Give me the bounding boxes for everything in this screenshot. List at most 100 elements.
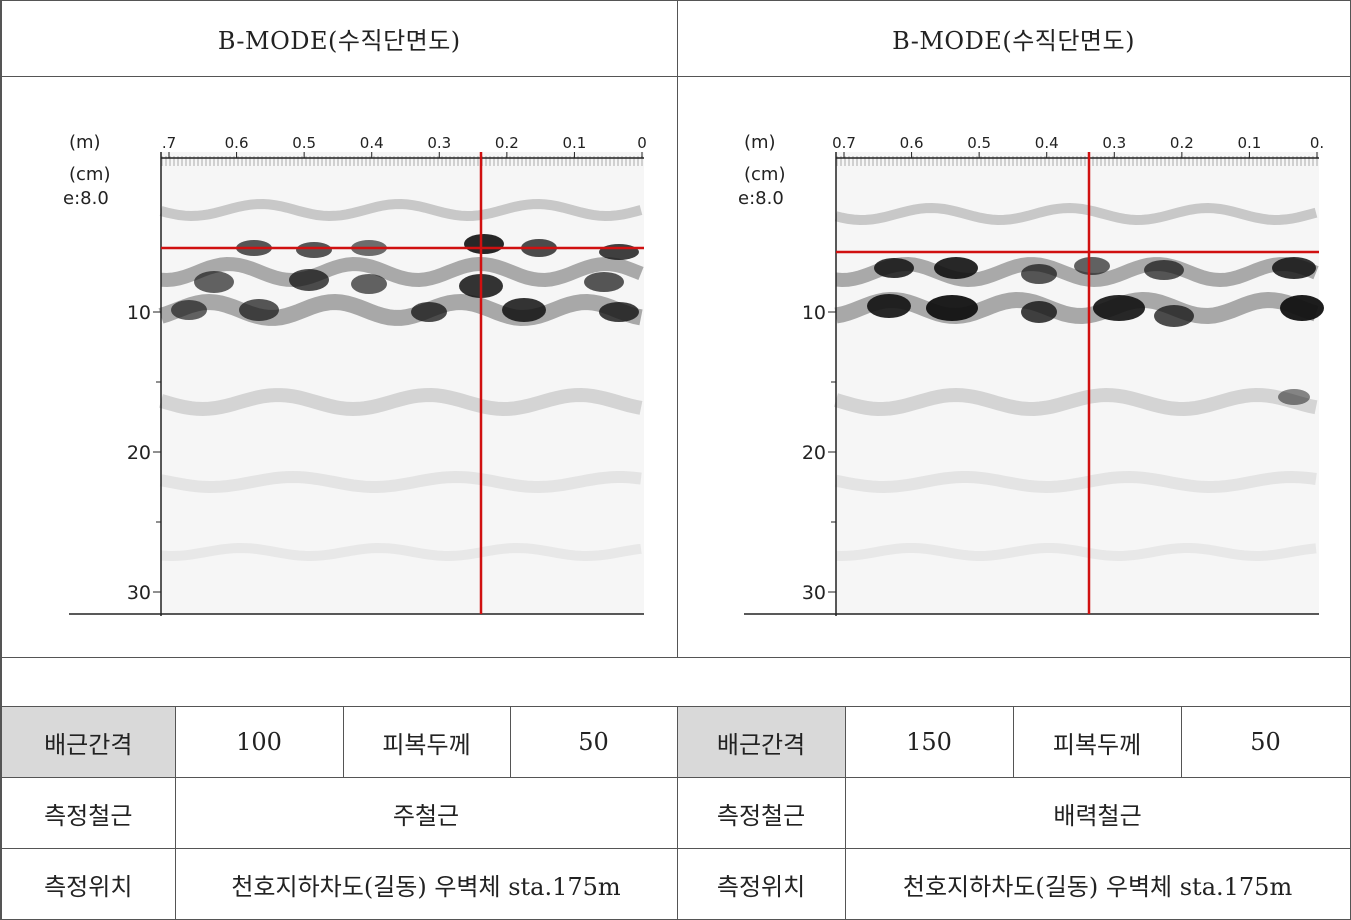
scan-background — [161, 152, 645, 614]
surface-noise — [501, 156, 504, 166]
spacing-label-right: 배근간격 — [676, 706, 846, 778]
surface-noise — [1311, 156, 1314, 166]
surface-noise — [557, 156, 560, 166]
surface-noise — [365, 156, 368, 166]
surface-noise — [1271, 156, 1274, 166]
surface-noise — [1055, 156, 1058, 166]
surface-noise — [1099, 156, 1102, 166]
rebar-reflection — [296, 242, 333, 258]
surface-noise — [405, 156, 408, 166]
surface-noise — [1107, 156, 1110, 166]
surface-noise — [545, 156, 548, 166]
surface-noise — [1255, 156, 1258, 166]
surface-noise — [1195, 156, 1198, 166]
surface-noise — [923, 156, 926, 166]
surface-noise — [1039, 156, 1042, 166]
surface-noise — [285, 156, 288, 166]
x-tick-label: 0.6 — [225, 134, 249, 152]
surface-noise — [185, 156, 188, 166]
surface-noise — [621, 156, 624, 166]
surface-noise — [1259, 156, 1262, 166]
surface-noise — [1231, 156, 1234, 166]
x-tick-label: 0 — [637, 134, 647, 152]
spacing-label-left: 배근간격 — [0, 706, 176, 778]
surface-noise — [329, 156, 332, 166]
surface-noise — [229, 156, 232, 166]
surface-noise — [613, 156, 616, 166]
surface-noise — [205, 156, 208, 166]
surface-noise — [1067, 156, 1070, 166]
y-unit-label: (cm) — [69, 164, 110, 185]
rebar-reflection — [502, 298, 547, 322]
surface-noise — [317, 156, 320, 166]
surface-noise — [967, 156, 970, 166]
surface-noise — [1023, 156, 1026, 166]
surface-noise — [189, 156, 192, 166]
surface-noise — [497, 156, 500, 166]
surface-noise — [1147, 156, 1150, 166]
scan-background — [835, 152, 1319, 614]
scan-cell-right: (m) (cm) e:8.0 0.7 0.6 0.5 0.4 0.3 0.2 0.1 0. 10 20 3… — [676, 76, 1351, 658]
surface-noise — [1051, 156, 1054, 166]
surface-noise — [409, 156, 412, 166]
surface-noise — [485, 156, 488, 166]
surface-noise — [337, 156, 340, 166]
surface-noise — [983, 156, 986, 166]
rebar-reflection — [599, 244, 640, 260]
surface-noise — [1139, 156, 1142, 166]
surface-noise — [257, 156, 260, 166]
x-tick-label: 0.3 — [428, 134, 452, 152]
surface-noise — [899, 156, 902, 166]
surface-noise — [381, 156, 384, 166]
bmode-scan-right: (m) (cm) e:8.0 0.7 0.6 0.5 0.4 0.3 0.2 0.1 0. 10 20 3… — [738, 132, 1324, 616]
y-tick-label: 30 — [801, 582, 825, 604]
surface-noise — [839, 156, 842, 166]
x-unit-label: (m) — [744, 132, 776, 153]
surface-noise — [1095, 156, 1098, 166]
surface-noise — [1071, 156, 1074, 166]
reflection-band — [833, 387, 1317, 417]
location-value-left: 천호지하차도(길동) 우벽체 sta.175m — [174, 848, 678, 920]
rebar-reflection — [1271, 257, 1316, 279]
rebar-reflection — [873, 258, 914, 278]
surface-noise — [589, 156, 592, 166]
surface-noise — [955, 156, 958, 166]
bmode-scan-left: (m) (cm) e:8.0 .7 0.6 0.5 0.4 0.3 0.2 0.1 0 10 20 30 — [63, 132, 647, 616]
surface-noise — [345, 156, 348, 166]
surface-noise — [341, 156, 344, 166]
surface-noise — [349, 156, 352, 166]
location-label-right: 측정위치 — [676, 848, 846, 920]
surface-noise — [321, 156, 324, 166]
surface-noise — [1131, 156, 1134, 166]
x-tick-label: 0.1 — [563, 134, 587, 152]
surface-noise — [397, 156, 400, 166]
surface-noise — [269, 156, 272, 166]
surface-noise — [943, 156, 946, 166]
surface-noise — [951, 156, 954, 166]
cover-label-right: 피복두께 — [1012, 706, 1182, 778]
surface-noise — [1267, 156, 1270, 166]
surface-noise — [433, 156, 436, 166]
surface-noise — [581, 156, 584, 166]
location-value-right: 천호지하차도(길동) 우벽체 sta.175m — [844, 848, 1351, 920]
spacing-value-left: 100 — [174, 706, 344, 778]
surface-noise — [553, 156, 556, 166]
surface-noise — [1235, 156, 1238, 166]
x-tick-label: .7 — [162, 134, 176, 152]
x-tick-label: 0.2 — [495, 134, 519, 152]
surface-noise — [995, 156, 998, 166]
surface-noise — [521, 156, 524, 166]
surface-noise — [609, 156, 612, 166]
surface-noise — [289, 156, 292, 166]
surface-noise — [1103, 156, 1106, 166]
surface-noise — [1315, 156, 1318, 166]
surface-noise — [1275, 156, 1278, 166]
surface-noise — [629, 156, 632, 166]
surface-noise — [1167, 156, 1170, 166]
permittivity-label: e:8.0 — [738, 188, 784, 209]
surface-noise — [1015, 156, 1018, 166]
surface-noise — [1227, 156, 1230, 166]
spacing-value-right: 150 — [844, 706, 1014, 778]
rebar-reflection — [1073, 257, 1110, 275]
surface-noise — [617, 156, 620, 166]
